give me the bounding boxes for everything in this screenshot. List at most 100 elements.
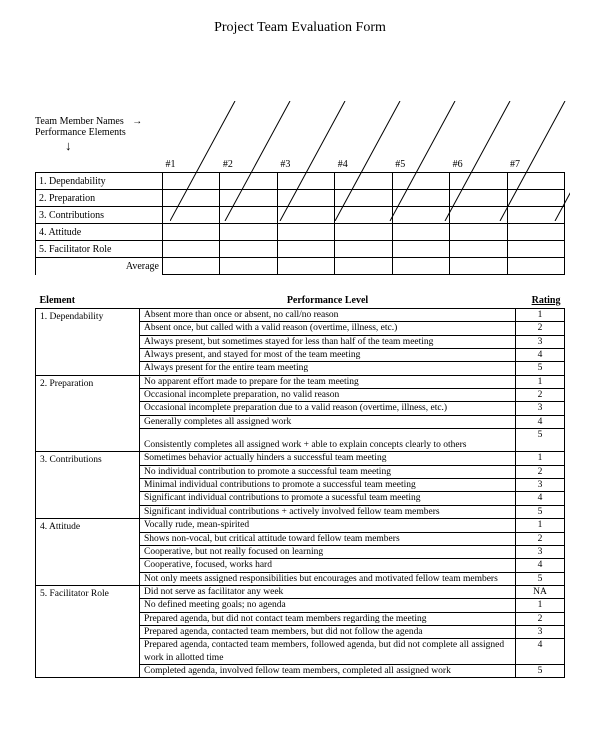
grid-cell[interactable] bbox=[450, 241, 507, 258]
rubric-element: 2. Preparation bbox=[36, 375, 140, 452]
rubric-row: 2. PreparationNo apparent effort made to… bbox=[36, 375, 565, 388]
grid-cell[interactable] bbox=[392, 241, 449, 258]
rubric-element: 4. Attitude bbox=[36, 519, 140, 586]
rubric-performance: Occasional incomplete preparation, no va… bbox=[140, 389, 516, 402]
rubric-performance: Completed agenda, involved fellow team m… bbox=[140, 664, 516, 677]
grid-cell[interactable] bbox=[220, 190, 277, 207]
rubric-performance: Always present, and stayed for most of t… bbox=[140, 349, 516, 362]
grid-cell[interactable] bbox=[163, 207, 220, 224]
rubric-rating: 5 bbox=[516, 429, 565, 452]
rubric-rating: 3 bbox=[516, 479, 565, 492]
grid-cell[interactable] bbox=[450, 224, 507, 241]
grid-cell[interactable] bbox=[392, 258, 449, 275]
grid-cell[interactable] bbox=[450, 258, 507, 275]
team-member-names-label: Team Member Names bbox=[35, 116, 124, 127]
rubric-rating: 5 bbox=[516, 664, 565, 677]
grid-cell[interactable] bbox=[507, 207, 564, 224]
axis-labels: Team Member Names → Performance Elements… bbox=[35, 116, 565, 154]
rubric-rating: 3 bbox=[516, 625, 565, 638]
rubric-performance: Always present, but sometimes stayed for… bbox=[140, 335, 516, 348]
rubric-row: 5. Facilitator RoleDid not serve as faci… bbox=[36, 585, 565, 598]
rubric-performance: Always present for the entire team meeti… bbox=[140, 362, 516, 375]
rubric-performance: No defined meeting goals; no agenda bbox=[140, 599, 516, 612]
grid-cell[interactable] bbox=[163, 173, 220, 190]
grid-cell[interactable] bbox=[220, 173, 277, 190]
rubric-rating: 4 bbox=[516, 639, 565, 665]
grid-cell[interactable] bbox=[507, 224, 564, 241]
grid-cell[interactable] bbox=[163, 258, 220, 275]
col-header: #1 bbox=[163, 156, 220, 173]
rubric-rating: 5 bbox=[516, 505, 565, 518]
grid-row-label: 3. Contributions bbox=[36, 207, 163, 224]
grid-cell[interactable] bbox=[277, 207, 334, 224]
rubric-performance: No apparent effort made to prepare for t… bbox=[140, 375, 516, 388]
rubric-rating: 1 bbox=[516, 599, 565, 612]
grid-row: 2. Preparation bbox=[36, 190, 565, 207]
rubric-performance: Absent once, but called with a valid rea… bbox=[140, 322, 516, 335]
scoring-grid-section: Team Member Names → Performance Elements… bbox=[35, 116, 565, 275]
grid-cell[interactable] bbox=[392, 207, 449, 224]
col-header: #4 bbox=[335, 156, 392, 173]
element-header: Element bbox=[36, 293, 140, 309]
grid-cell[interactable] bbox=[392, 224, 449, 241]
rubric-rating: 5 bbox=[516, 572, 565, 585]
rubric-rating: NA bbox=[516, 585, 565, 598]
rubric-rating: 2 bbox=[516, 389, 565, 402]
col-header: #3 bbox=[277, 156, 334, 173]
grid-cell[interactable] bbox=[392, 173, 449, 190]
grid-cell[interactable] bbox=[335, 207, 392, 224]
rubric-row: 1. DependabilityAbsent more than once or… bbox=[36, 309, 565, 322]
rubric-rating: 4 bbox=[516, 415, 565, 428]
rubric-table: Element Performance Level Rating 1. Depe… bbox=[35, 293, 565, 678]
rubric-header-row: Element Performance Level Rating bbox=[36, 293, 565, 309]
arrow-right-icon: → bbox=[132, 116, 142, 127]
rubric-rating: 2 bbox=[516, 612, 565, 625]
col-header: #7 bbox=[507, 156, 564, 173]
grid-cell[interactable] bbox=[277, 190, 334, 207]
grid-cell[interactable] bbox=[277, 241, 334, 258]
rubric-rating: 2 bbox=[516, 465, 565, 478]
grid-cell[interactable] bbox=[507, 241, 564, 258]
rating-header: Rating bbox=[516, 293, 565, 309]
rubric-rating: 4 bbox=[516, 492, 565, 505]
average-label: Average bbox=[36, 258, 163, 275]
grid-cell[interactable] bbox=[163, 224, 220, 241]
col-header: #5 bbox=[392, 156, 449, 173]
grid-cell[interactable] bbox=[277, 258, 334, 275]
grid-row: 4. Attitude bbox=[36, 224, 565, 241]
rubric-rating: 2 bbox=[516, 322, 565, 335]
grid-cell[interactable] bbox=[220, 241, 277, 258]
grid-row: 5. Facilitator Role bbox=[36, 241, 565, 258]
grid-cell[interactable] bbox=[507, 173, 564, 190]
arrow-down-icon: ↓ bbox=[65, 138, 72, 153]
grid-cell[interactable] bbox=[277, 173, 334, 190]
grid-cell[interactable] bbox=[335, 241, 392, 258]
grid-cell[interactable] bbox=[220, 224, 277, 241]
grid-cell[interactable] bbox=[450, 207, 507, 224]
average-row: Average bbox=[36, 258, 565, 275]
grid-cell[interactable] bbox=[163, 190, 220, 207]
grid-cell[interactable] bbox=[220, 258, 277, 275]
rubric-performance: Cooperative, focused, works hard bbox=[140, 559, 516, 572]
grid-row-label: 4. Attitude bbox=[36, 224, 163, 241]
grid-cell[interactable] bbox=[507, 258, 564, 275]
rubric-performance: Minimal individual contributions to prom… bbox=[140, 479, 516, 492]
grid-column-headers: #1 #2 #3 #4 #5 #6 #7 bbox=[36, 156, 565, 173]
grid-row: 3. Contributions bbox=[36, 207, 565, 224]
grid-cell[interactable] bbox=[507, 190, 564, 207]
grid-cell[interactable] bbox=[392, 190, 449, 207]
rubric-row: 4. AttitudeVocally rude, mean-spirited1 bbox=[36, 519, 565, 532]
grid-cell[interactable] bbox=[450, 173, 507, 190]
grid-cell[interactable] bbox=[220, 207, 277, 224]
rubric-row: 3. ContributionsSometimes behavior actua… bbox=[36, 452, 565, 465]
rubric-rating: 1 bbox=[516, 375, 565, 388]
grid-cell[interactable] bbox=[335, 258, 392, 275]
grid-cell[interactable] bbox=[277, 224, 334, 241]
grid-cell[interactable] bbox=[335, 173, 392, 190]
grid-cell[interactable] bbox=[450, 190, 507, 207]
grid-cell[interactable] bbox=[335, 224, 392, 241]
rubric-performance: Prepared agenda, contacted team members,… bbox=[140, 639, 516, 665]
grid-cell[interactable] bbox=[163, 241, 220, 258]
grid-cell[interactable] bbox=[335, 190, 392, 207]
rubric-element: 1. Dependability bbox=[36, 309, 140, 376]
